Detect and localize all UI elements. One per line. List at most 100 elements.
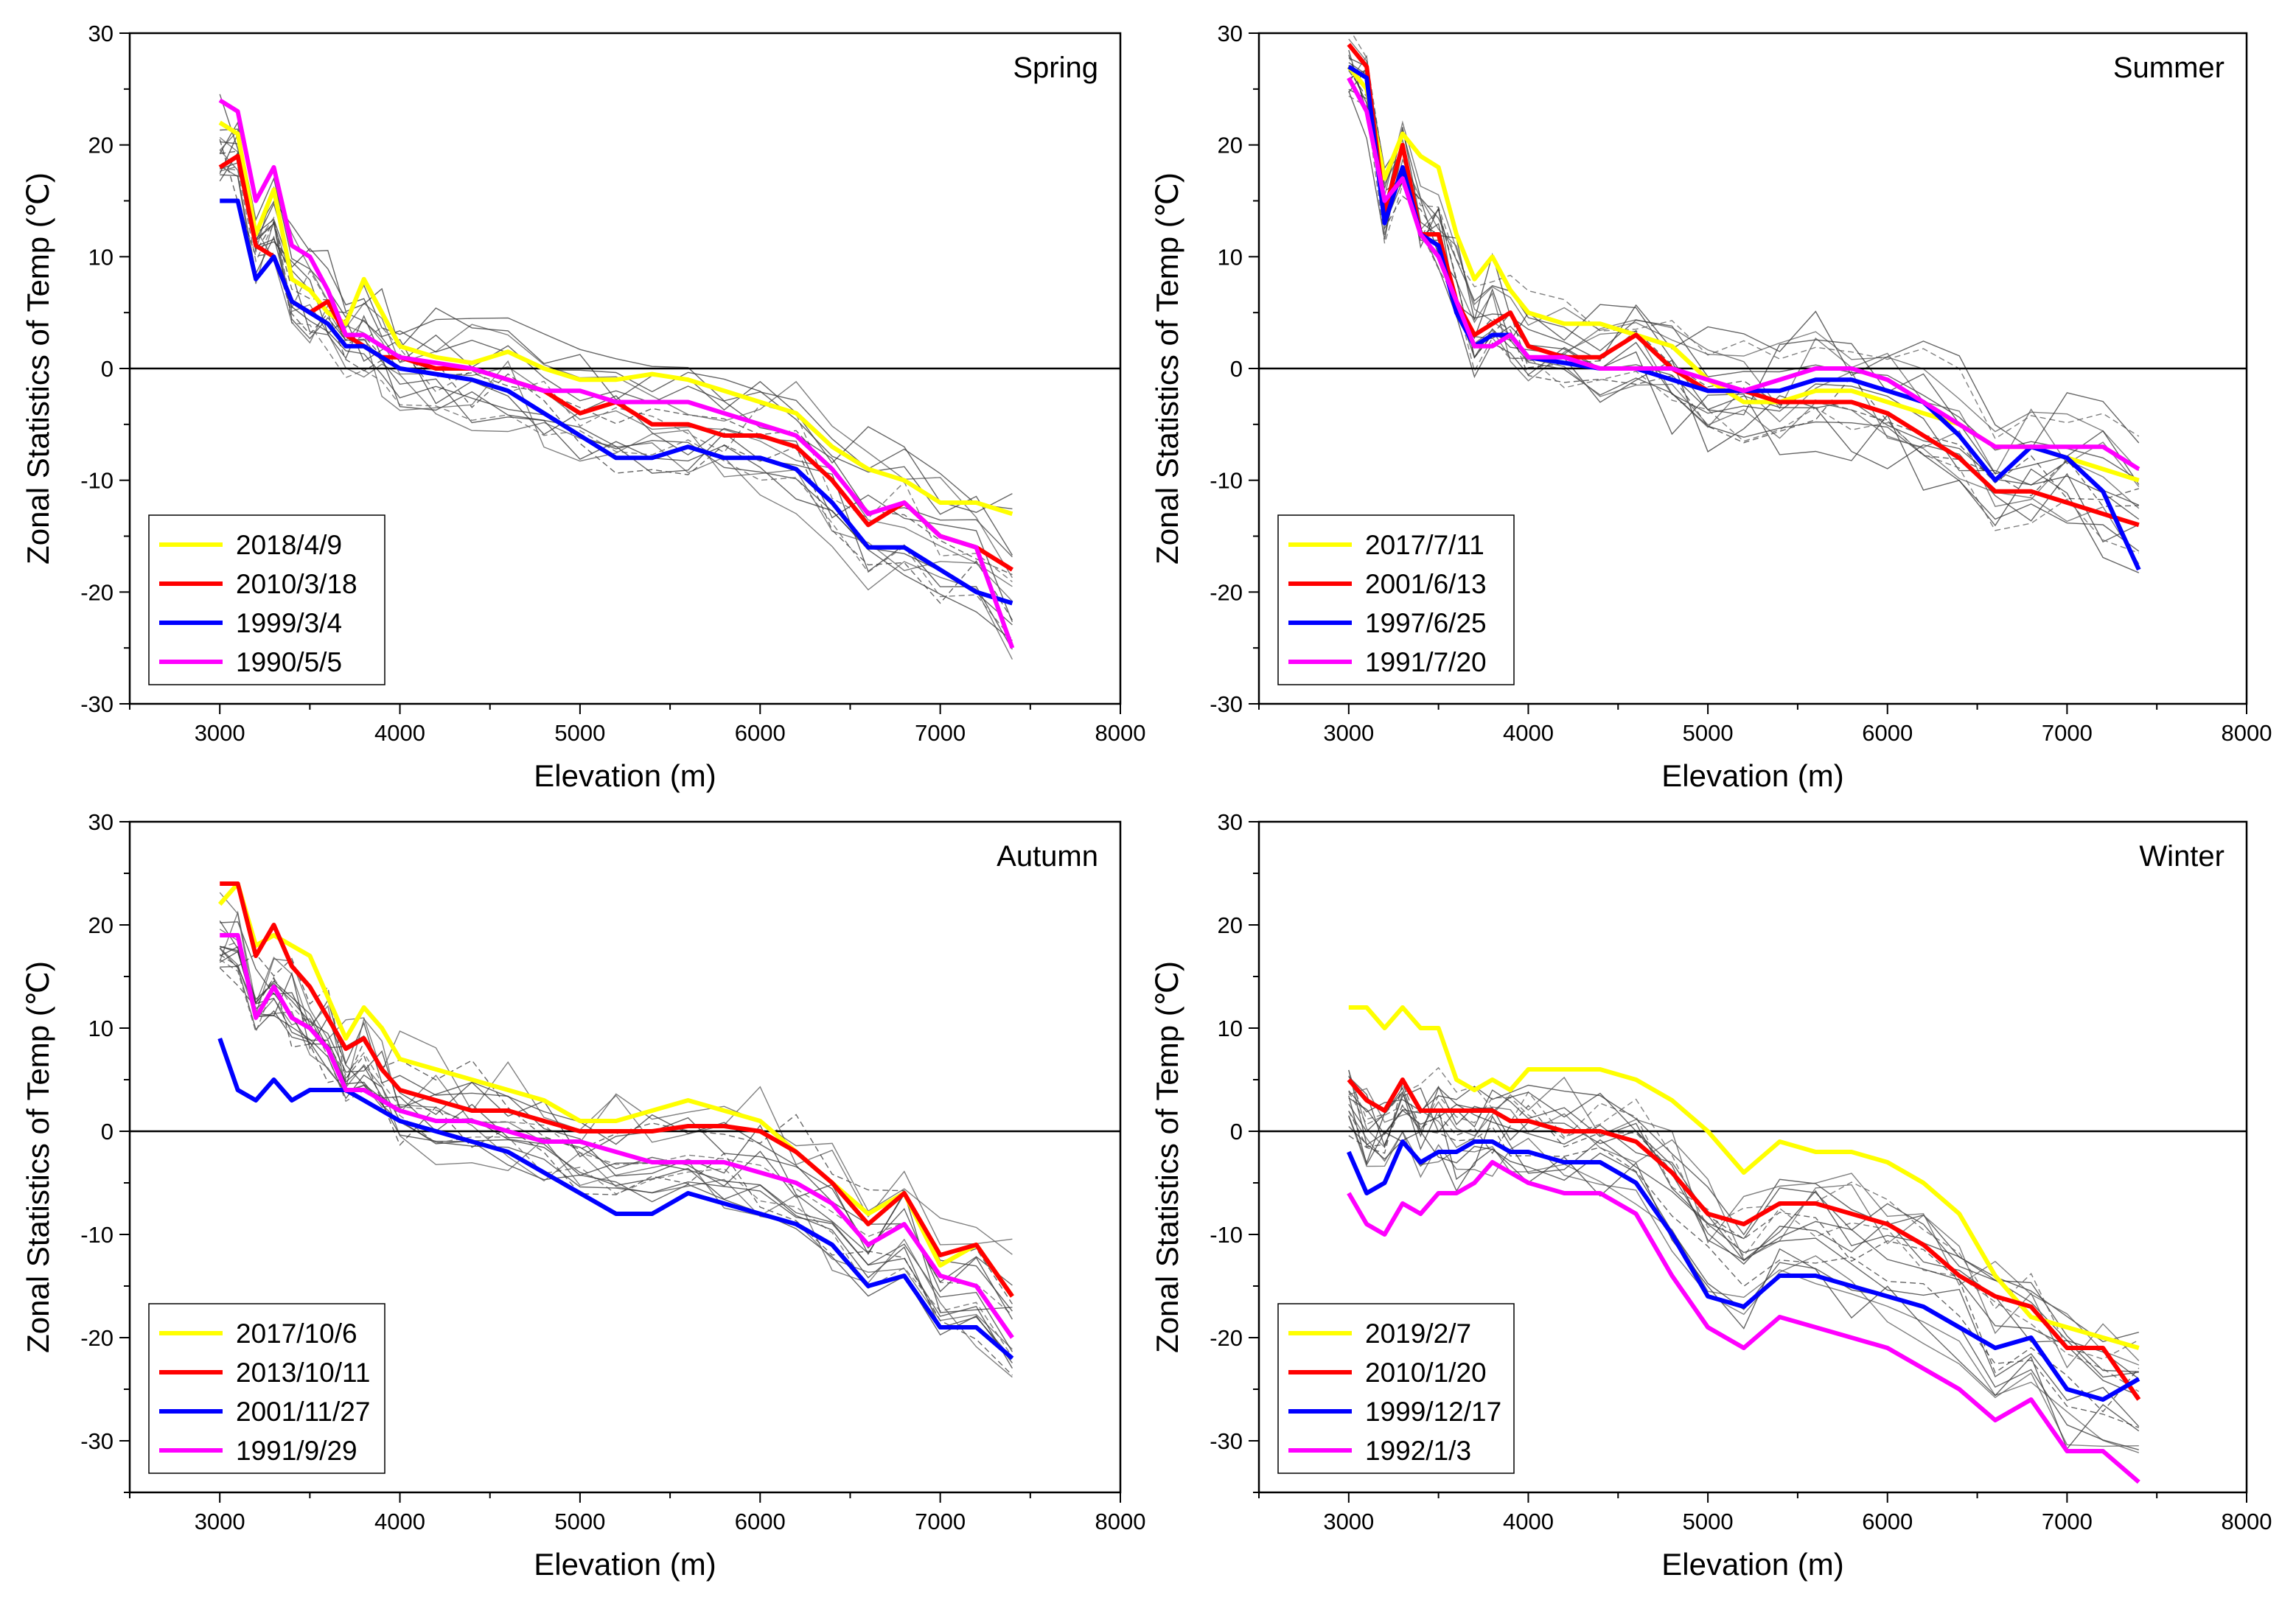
legend-label-1: 2018/4/9	[236, 530, 342, 560]
ensemble-line	[1348, 38, 2140, 471]
ensemble-line	[1348, 57, 2140, 481]
x-tick-label: 6000	[1862, 720, 1913, 746]
series-line-2	[220, 881, 1014, 1298]
y-tick-label: -30	[1210, 691, 1243, 717]
legend: 2019/2/7 2010/1/20 1999/12/17 1992/1/3	[1277, 1303, 1515, 1474]
ensemble-line	[1348, 1125, 2139, 1450]
x-tick-label: 8000	[2222, 720, 2272, 746]
y-tick-label: -30	[80, 691, 114, 717]
y-tick-label: 20	[1218, 133, 1243, 158]
plot-area	[130, 94, 1120, 660]
legend-label-3: 2001/11/27	[236, 1397, 370, 1427]
x-tick-label: 5000	[554, 720, 605, 746]
x-tick-label: 5000	[1683, 1509, 1734, 1534]
ensemble-line	[220, 167, 1013, 640]
ensemble-line	[1348, 55, 2140, 487]
legend-label-2: 2010/3/18	[236, 569, 357, 599]
x-tick-label: 6000	[735, 720, 786, 746]
ensemble-line	[1348, 1116, 2140, 1453]
legend: 2018/4/9 2010/3/18 1999/3/4 1990/5/5	[148, 514, 385, 685]
plot-area	[1259, 33, 2247, 573]
ensemble-line	[219, 161, 1013, 641]
ensemble-line	[219, 967, 1013, 1376]
plot-area	[130, 881, 1120, 1378]
series-line-4	[1347, 1160, 2140, 1484]
x-tick-label: 3000	[195, 1509, 245, 1534]
x-tick-label: 3000	[1323, 1509, 1374, 1534]
legend-label-2: 2013/10/11	[236, 1358, 370, 1388]
x-tick-label: 8000	[2222, 1509, 2272, 1534]
season-title: Spring	[1013, 52, 1098, 84]
legend-label-2: 2001/6/13	[1365, 569, 1487, 599]
ensemble-line	[1348, 65, 2140, 520]
series-line-3	[1347, 64, 2141, 571]
y-tick-label: -10	[80, 468, 114, 494]
ensemble-line	[1348, 1069, 2139, 1378]
plot-area	[1259, 1005, 2247, 1484]
ensemble-line	[1348, 1091, 2140, 1428]
series-line-4	[1347, 77, 2140, 472]
ensemble-line	[219, 941, 1013, 1316]
y-tick-label: 20	[88, 912, 114, 938]
chart-panel-summer: 3000 4000 5000 6000 7000 8000 -30 -20 -10 0 10 20 30…	[1150, 21, 2272, 793]
y-tick-label: 30	[1218, 809, 1243, 835]
y-tick-label: 0	[101, 356, 114, 382]
x-tick-label: 7000	[2042, 720, 2093, 746]
x-tick-label: 4000	[1503, 720, 1554, 746]
x-tick-label: 7000	[915, 720, 966, 746]
y-tick-label: 0	[1230, 356, 1243, 382]
series-line-2	[1347, 43, 2140, 528]
x-axis-label: Elevation (m)	[534, 1547, 716, 1582]
ensemble-line	[1348, 1088, 2140, 1369]
ensemble-line	[219, 947, 1013, 1350]
y-tick-label: -20	[1210, 1325, 1243, 1351]
ensemble-line	[219, 953, 1013, 1304]
ensemble-line	[1348, 55, 2140, 500]
ensemble-line	[1348, 1111, 2139, 1447]
y-tick-label: 10	[88, 1016, 114, 1041]
legend-label-4: 1991/9/29	[236, 1436, 357, 1466]
ensemble-line	[1348, 65, 2140, 509]
y-tick-label: -10	[1210, 468, 1243, 494]
x-axis-label: Elevation (m)	[534, 758, 716, 793]
ensemble-line	[220, 150, 1013, 576]
ensemble-line	[219, 151, 1013, 623]
y-tick-label: 30	[88, 21, 114, 46]
ensemble-line	[219, 139, 1013, 621]
y-tick-label: -10	[1210, 1222, 1243, 1248]
series-line-3	[217, 1038, 1014, 1360]
plot-frame	[1257, 820, 2248, 1494]
y-tick-label: 30	[88, 809, 114, 835]
x-tick-label: 7000	[2042, 1509, 2093, 1534]
x-tick-label: 4000	[1503, 1509, 1554, 1534]
ensemble-line	[1348, 1097, 2140, 1380]
ensemble-line	[1348, 69, 2140, 450]
y-tick-label: -20	[1210, 579, 1243, 605]
legend-label-3: 1999/3/4	[236, 608, 342, 638]
legend: 2017/7/11 2001/6/13 1997/6/25 1991/7/20	[1277, 514, 1515, 685]
x-tick-label: 3000	[1323, 720, 1374, 746]
legend-label-1: 2017/7/11	[1365, 530, 1484, 560]
season-title: Autumn	[997, 840, 1098, 873]
legend-label-1: 2017/10/6	[236, 1318, 357, 1349]
season-title: Winter	[2139, 840, 2225, 873]
chart-panel-spring: 3000 4000 5000 6000 7000 8000 -30 -20 -10 0 10 20 30…	[21, 21, 1145, 793]
y-axis-label: Zonal Statistics of Temp (℃)	[1150, 961, 1184, 1353]
ensemble-line	[1348, 49, 2140, 573]
ensemble-line	[1348, 91, 2140, 543]
y-axis-label: Zonal Statistics of Temp (℃)	[21, 961, 55, 1353]
y-tick-label: 10	[1218, 244, 1243, 270]
legend-label-3: 1999/12/17	[1365, 1397, 1501, 1427]
legend-label-3: 1997/6/25	[1365, 608, 1487, 638]
ensemble-line	[1348, 1084, 2139, 1343]
y-tick-label: 10	[88, 244, 114, 270]
y-axis-label: Zonal Statistics of Temp (℃)	[1150, 172, 1184, 565]
y-tick-label: 20	[88, 133, 114, 158]
y-tick-label: 30	[1218, 21, 1243, 46]
chart-panel-autumn: 3000 4000 5000 6000 7000 8000 -30 -20 -10 0 10 20 30…	[21, 809, 1145, 1582]
legend-label-4: 1991/7/20	[1365, 647, 1487, 677]
legend-label-1: 2019/2/7	[1365, 1318, 1471, 1349]
legend-label-2: 2010/1/20	[1365, 1358, 1487, 1388]
chart-panel-winter: 3000 4000 5000 6000 7000 8000 -30 -20 -10 0 10 20 30…	[1150, 809, 2272, 1582]
